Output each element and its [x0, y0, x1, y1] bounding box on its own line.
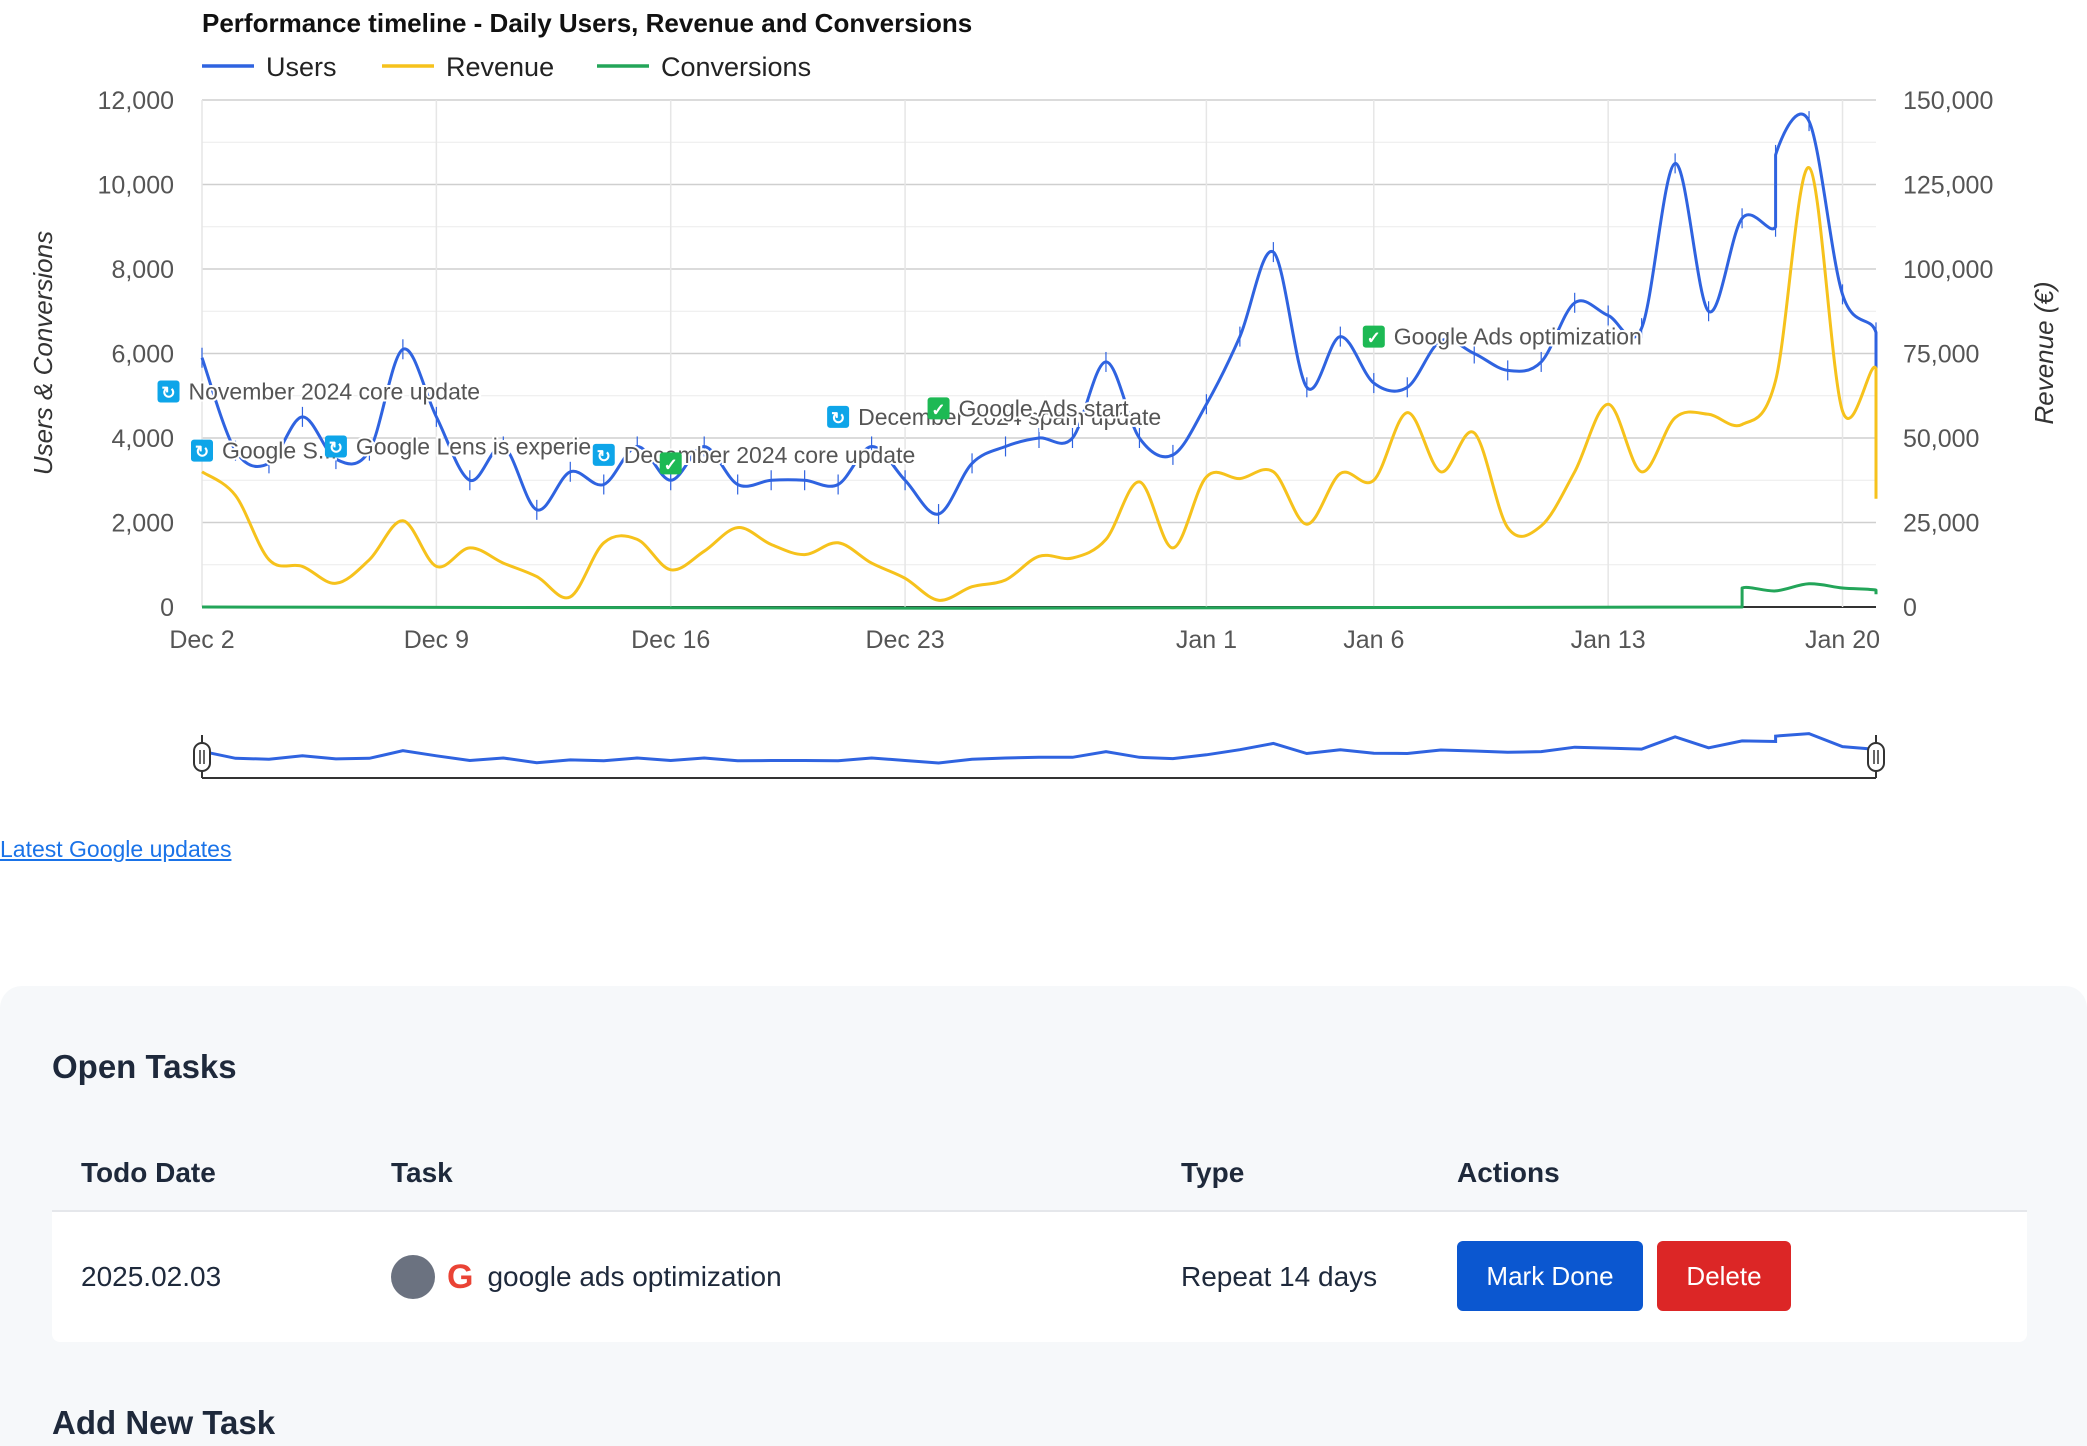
annotation-label: December 2024 spam update — [858, 404, 1161, 430]
check-icon — [659, 452, 682, 475]
x-tick-label: Dec 16 — [631, 626, 710, 654]
annotation-label: Google Lens is experie... — [356, 433, 610, 459]
x-tick-label: Jan 1 — [1176, 626, 1237, 654]
series-line-revenue — [201, 166, 1878, 602]
update-icon — [592, 443, 615, 466]
latest-google-updates-link[interactable]: Latest Google updates — [0, 836, 232, 862]
update-glyph: ↻ — [195, 443, 209, 462]
series-line-conversions — [201, 582, 1878, 610]
navigator-right-handle[interactable] — [1867, 742, 1885, 772]
navigator-line — [201, 732, 1878, 765]
check-glyph: ✓ — [664, 455, 678, 474]
update-icon — [827, 405, 850, 428]
legend-label: Revenue — [446, 52, 554, 82]
y-right-tick-label: 75,000 — [1903, 341, 1979, 369]
check-glyph: ✓ — [1367, 329, 1381, 348]
x-tick-label: Dec 23 — [865, 626, 944, 654]
x-tick-label: Jan 13 — [1571, 626, 1646, 654]
annotation-label: Google S... — [222, 438, 337, 464]
y-left-tick-label: 8,000 — [111, 256, 174, 284]
update-glyph: ↻ — [597, 447, 611, 466]
y-right-axis-title: Revenue (€) — [2029, 281, 2059, 424]
annotation-label: Google Ads start — [959, 395, 1130, 421]
update-glyph: ↻ — [161, 384, 175, 403]
y-left-tick-label: 12,000 — [98, 87, 174, 115]
header-actions: Actions — [1457, 1157, 1560, 1188]
x-tick-label: Jan 6 — [1343, 626, 1404, 654]
x-tick-label: Dec 9 — [404, 626, 469, 654]
legend-label: Users — [266, 52, 337, 82]
y-left-tick-label: 2,000 — [111, 510, 174, 538]
open-tasks-title: Open Tasks — [52, 1048, 237, 1085]
chart-title: Performance timeline - Daily Users, Reve… — [202, 8, 972, 38]
check-icon — [1362, 325, 1385, 348]
task-name: google ads optimization — [487, 1261, 782, 1292]
check-icon — [927, 397, 950, 420]
y-right-tick-label: 150,000 — [1903, 87, 1993, 115]
mark-done-button[interactable]: Mark Done — [1457, 1241, 1643, 1311]
y-left-tick-label: 10,000 — [98, 172, 174, 200]
task-cell: G google ads optimization — [391, 1212, 782, 1342]
task-date: 2025.02.03 — [81, 1261, 222, 1292]
x-tick-label: Jan 20 — [1805, 626, 1880, 654]
update-icon — [157, 380, 180, 403]
y-right-tick-label: 100,000 — [1903, 256, 1993, 284]
navigator-left-handle[interactable] — [193, 742, 211, 772]
update-icon — [191, 439, 213, 462]
table-header-row: Todo Date Task Type Actions — [52, 1136, 2027, 1212]
y-left-tick-label: 4,000 — [111, 425, 174, 453]
y-right-tick-label: 125,000 — [1903, 172, 1993, 200]
google-g-icon: G — [447, 1258, 474, 1296]
tasks-table: Todo Date Task Type Actions 2025.02.03 G… — [52, 1136, 2027, 1342]
chart-svg: 0 2,000 4,000 6,000 8,000 10,000 12,000 0 25,000… — [28, 8, 2059, 779]
y-left-axis-title: Users & Conversions — [28, 231, 58, 475]
table-row: 2025.02.03 G google ads optimization Rep… — [52, 1212, 2027, 1342]
update-icon — [324, 435, 347, 458]
performance-chart: 0 2,000 4,000 6,000 8,000 10,000 12,000 0 25,000… — [28, 8, 2059, 779]
y-left-tick-label: 0 — [160, 594, 174, 622]
delete-button[interactable]: Delete — [1657, 1241, 1791, 1311]
update-glyph: ↻ — [329, 438, 343, 457]
y-right-tick-label: 25,000 — [1903, 510, 1979, 538]
check-glyph: ✓ — [931, 400, 945, 419]
legend-label: Conversions — [661, 52, 811, 82]
y-left-tick-label: 6,000 — [111, 341, 174, 369]
task-type: Repeat 14 days — [1181, 1261, 1378, 1292]
header-task: Task — [391, 1157, 453, 1188]
y-right-tick-label: 0 — [1903, 594, 1917, 622]
series-line-users — [200, 112, 1878, 516]
x-tick-label: Dec 2 — [169, 626, 234, 654]
update-glyph: ↻ — [831, 409, 845, 428]
open-tasks-panel: Open Tasks Todo Date Task Type Actions 2… — [0, 986, 2087, 1446]
status-dot-icon — [391, 1255, 435, 1299]
header-todo-date: Todo Date — [81, 1157, 216, 1188]
annotation-label: Google Ads optimization — [1394, 324, 1642, 350]
y-right-tick-label: 50,000 — [1903, 425, 1979, 453]
header-type: Type — [1181, 1157, 1245, 1188]
add-new-task-title: Add New Task — [52, 1404, 276, 1441]
annotation-label: November 2024 core update — [189, 379, 481, 405]
